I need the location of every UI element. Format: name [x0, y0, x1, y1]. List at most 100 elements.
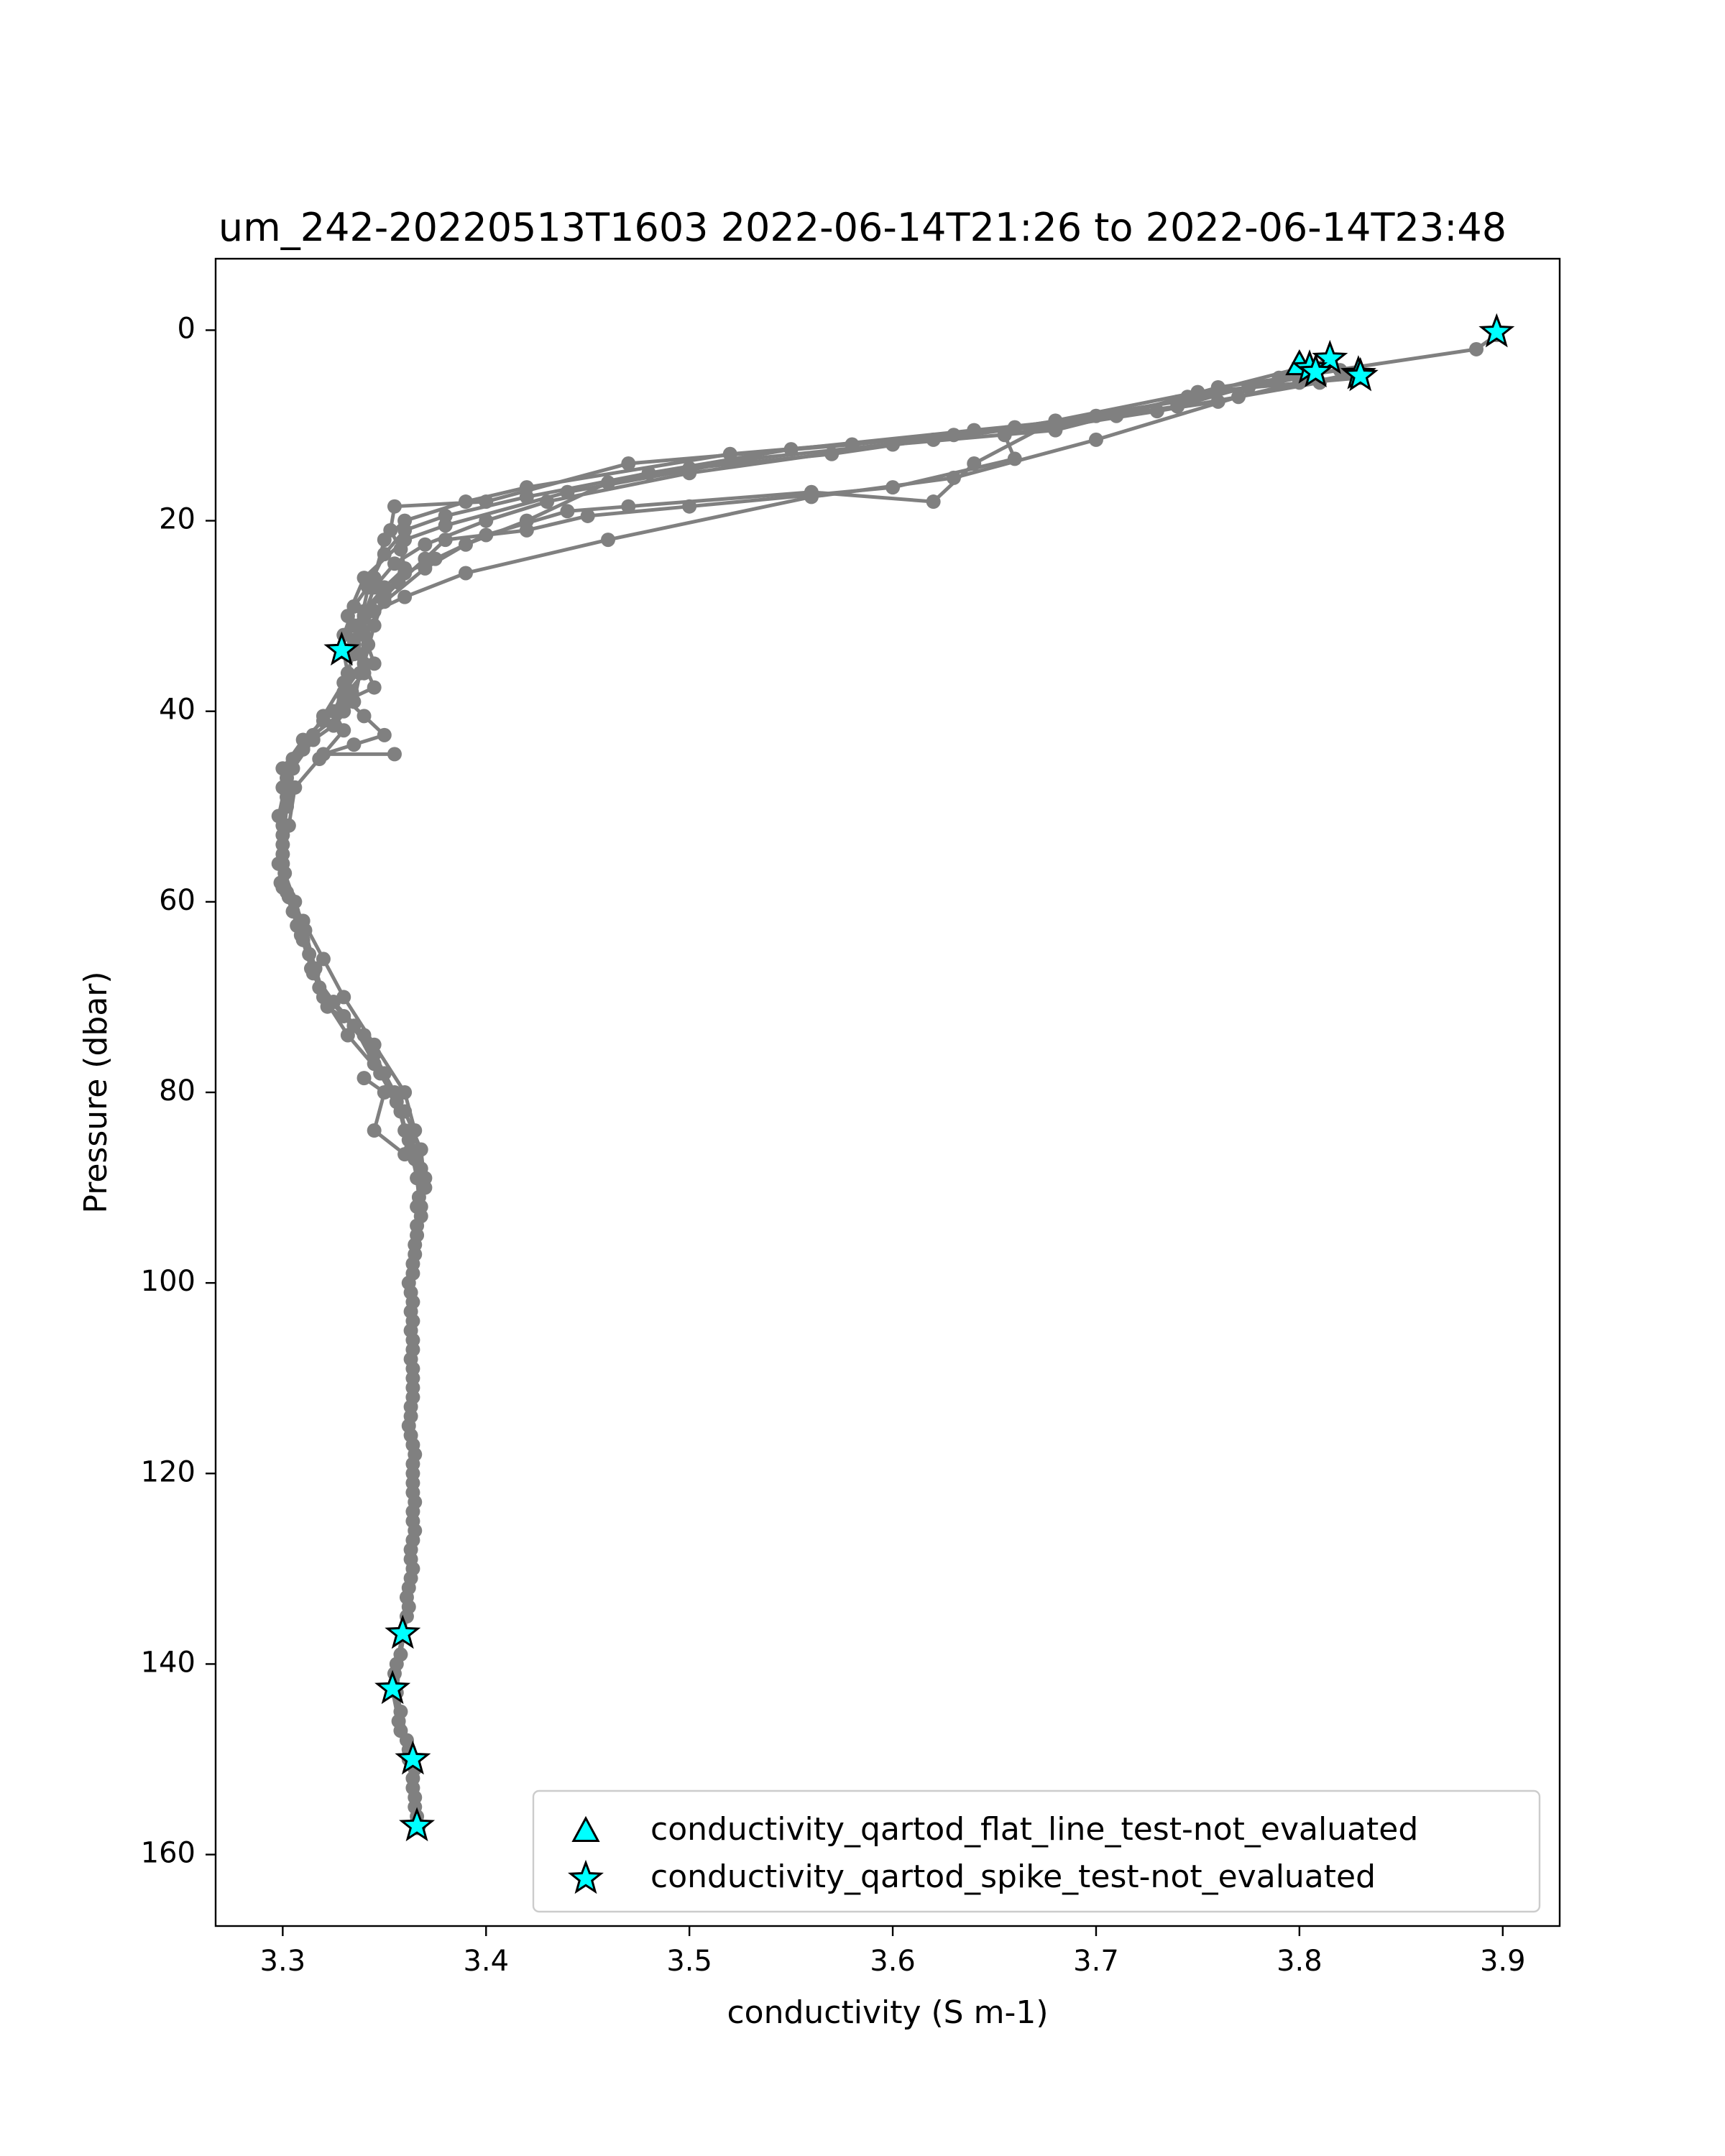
data-point	[387, 499, 402, 514]
data-point	[356, 1071, 372, 1086]
data-point	[303, 961, 318, 976]
data-point	[458, 537, 473, 552]
data-point	[428, 551, 443, 566]
data-point	[403, 1552, 418, 1567]
data-point	[387, 556, 402, 571]
data-point	[316, 952, 331, 967]
data-point	[377, 546, 392, 561]
data-point	[408, 1247, 423, 1262]
data-point	[336, 723, 351, 738]
data-point	[824, 446, 840, 461]
star-marker	[1342, 356, 1379, 392]
data-point	[295, 742, 310, 757]
x-tick-label: 3.9	[1480, 1945, 1526, 1978]
data-point	[271, 808, 286, 824]
data-point	[367, 680, 382, 695]
data-point	[397, 1085, 413, 1100]
data-point	[397, 1147, 413, 1162]
legend-entry-flat-line-test: conductivity_qartod_flat_line_test-not_e…	[571, 1811, 1418, 1848]
y-tick-label: 40	[159, 694, 196, 727]
legend-box	[532, 1789, 1541, 1913]
data-point	[418, 561, 433, 576]
series-profile-8	[316, 366, 1364, 762]
data-point	[804, 489, 819, 505]
data-point	[418, 1171, 433, 1186]
y-axis-label: Pressure (dbar)	[78, 971, 114, 1213]
y-tick-label: 120	[141, 1455, 196, 1488]
data-point	[405, 1361, 420, 1376]
data-point	[1469, 341, 1484, 356]
data-point	[281, 890, 296, 905]
data-point	[540, 494, 555, 510]
data-point	[405, 1780, 420, 1795]
star-marker	[395, 1740, 431, 1775]
data-point	[285, 761, 300, 776]
legend-entry-spike-test: conductivity_qartod_spike_test-not_evalu…	[568, 1858, 1376, 1895]
star-icon	[568, 1859, 604, 1894]
star-marker	[385, 1614, 421, 1649]
triangle-icon	[571, 1815, 600, 1842]
data-point	[783, 442, 799, 457]
data-point	[560, 504, 575, 519]
data-point	[293, 928, 308, 943]
data-point	[1210, 379, 1225, 395]
data-point	[403, 1399, 418, 1414]
data-point	[377, 727, 392, 742]
data-point	[387, 747, 402, 762]
data-point	[418, 537, 433, 552]
data-point	[967, 456, 982, 471]
x-axis-label: conductivity (S m-1)	[727, 1994, 1048, 2031]
data-point	[397, 589, 413, 604]
legend-marker-triangle	[571, 1815, 600, 1842]
data-point	[410, 1199, 425, 1215]
data-point	[346, 632, 362, 648]
x-tick-label: 3.8	[1276, 1945, 1322, 1978]
series-line-3	[280, 367, 1300, 1598]
data-point	[281, 818, 296, 833]
data-point	[997, 428, 1012, 443]
data-point	[403, 1323, 418, 1338]
legend-label-flat-line-test: conductivity_qartod_flat_line_test-not_e…	[650, 1811, 1418, 1848]
data-point	[405, 1437, 420, 1452]
data-point	[356, 709, 372, 724]
data-point	[1231, 390, 1246, 405]
data-point	[367, 604, 382, 619]
data-point	[519, 513, 534, 528]
data-point	[946, 470, 961, 485]
data-point	[367, 656, 382, 671]
star-marker	[1312, 339, 1348, 374]
series-profile-9	[356, 1071, 433, 1215]
y-tick-label: 140	[141, 1646, 196, 1679]
data-point	[519, 489, 534, 505]
chart-title: um_242-20220513T1603 2022-06-14T21:26 to…	[218, 205, 1506, 250]
data-point	[601, 533, 616, 548]
data-point	[280, 790, 295, 805]
plot-area	[271, 313, 1515, 1842]
y-tick-label: 0	[178, 312, 196, 345]
data-point	[403, 1285, 418, 1300]
x-axis: 3.3 3.4 3.5 3.6 3.7 3.8 3.9	[260, 1926, 1526, 1978]
data-point	[316, 747, 331, 762]
data-point	[356, 665, 372, 681]
data-point	[621, 456, 636, 471]
data-point	[336, 689, 351, 704]
data-point	[1088, 432, 1103, 447]
data-point	[346, 737, 362, 752]
data-point	[479, 513, 494, 528]
star-marker	[399, 1807, 436, 1842]
data-point	[438, 508, 453, 523]
data-point	[438, 533, 453, 548]
data-point	[361, 580, 376, 595]
star-marker	[323, 631, 360, 666]
y-axis: 0 20 40 60 80 100 120 140 160	[141, 312, 216, 1870]
data-point	[397, 522, 413, 538]
data-point	[458, 566, 473, 581]
star-marker	[1478, 313, 1515, 348]
data-point	[1007, 420, 1022, 435]
y-tick-label: 20	[159, 503, 196, 536]
data-point	[580, 508, 595, 523]
y-tick-label: 60	[159, 884, 196, 917]
series-profile-6	[352, 363, 1348, 633]
data-point	[340, 609, 355, 624]
